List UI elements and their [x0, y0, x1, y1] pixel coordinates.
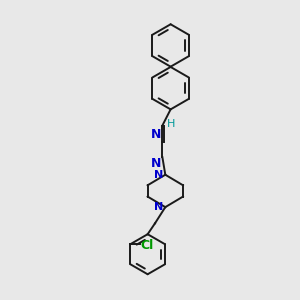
Text: N: N [151, 157, 161, 170]
Text: N: N [151, 128, 161, 141]
Text: N: N [154, 202, 163, 212]
Text: Cl: Cl [140, 238, 154, 252]
Text: N: N [154, 170, 163, 180]
Text: H: H [167, 119, 175, 129]
